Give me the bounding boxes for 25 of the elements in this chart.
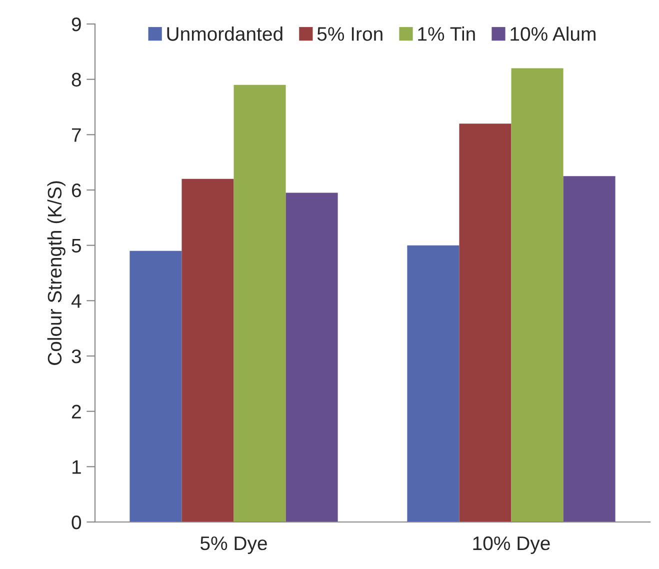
legend-label: Unmordanted (167, 26, 282, 41)
bar (182, 178, 234, 522)
legend-label: 5% Iron (317, 27, 382, 41)
legend-label: 1% Tin (418, 26, 475, 41)
y-tick-label: 9 (72, 17, 81, 32)
bar (286, 192, 338, 522)
y-tick-label: 6 (72, 183, 81, 198)
y-tick-label: 5 (72, 239, 81, 253)
y-tick-label: 1 (72, 460, 81, 474)
bar (130, 250, 182, 522)
y-tick-label: 7 (72, 128, 81, 142)
bar (459, 124, 512, 522)
bar (563, 176, 616, 522)
bar (234, 84, 286, 522)
y-axis-title: Colour Strength (K/S) (47, 181, 66, 365)
bar (407, 245, 460, 522)
legend-label: 10% Alum (510, 26, 596, 41)
y-tick-label: 8 (72, 72, 81, 87)
y-tick-label: 4 (71, 294, 82, 308)
x-tick-label: 5% Dye (200, 536, 267, 554)
y-tick-label: 2 (72, 404, 81, 418)
y-tick-label: 0 (72, 515, 82, 530)
x-tick-label: 10% Dye (473, 536, 550, 554)
bar (511, 68, 564, 522)
y-tick-label: 3 (72, 349, 81, 364)
